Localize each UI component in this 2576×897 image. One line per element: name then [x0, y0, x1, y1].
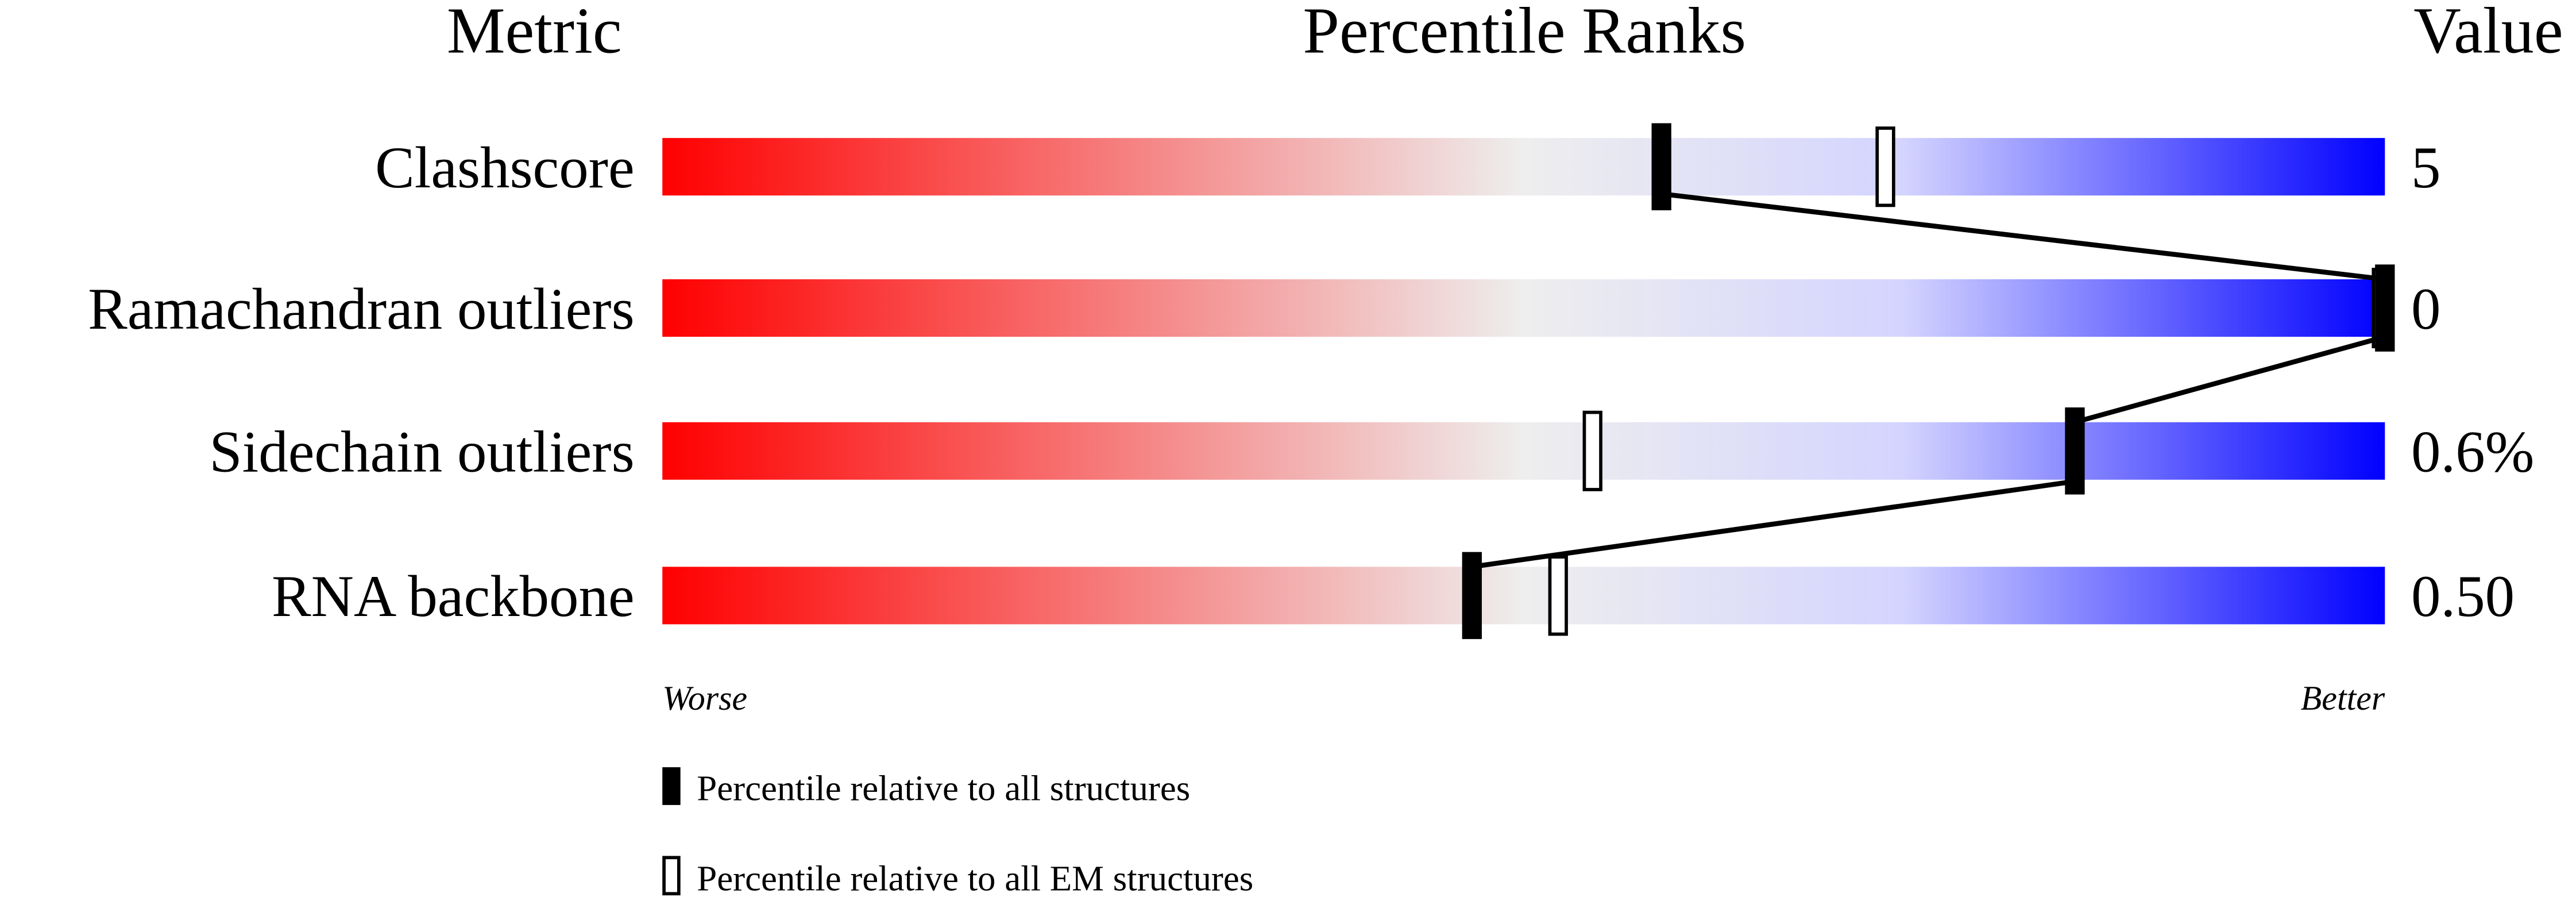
metric-value: 0.50: [2411, 564, 2515, 629]
metric-label: Ramachandran outliers: [88, 276, 635, 342]
marker-em-percentile: [1548, 555, 1568, 636]
marker-all-percentile: [1462, 552, 1482, 640]
metric-label: Sidechain outliers: [209, 419, 634, 485]
metric-value: 0.6%: [2411, 419, 2534, 485]
legend-label-all: Percentile relative to all structures: [697, 768, 1190, 808]
marker-em-percentile: [1875, 126, 1895, 207]
axis-label-better: Better: [2301, 679, 2385, 717]
metric-value: 5: [2411, 135, 2440, 201]
axis-label-worse: Worse: [662, 679, 747, 717]
percentile-bar: [662, 422, 2385, 480]
percentile-bar: [662, 279, 2385, 337]
header-metric: Metric: [447, 0, 622, 67]
metric-label: Clashscore: [375, 135, 635, 201]
metric-value: 0: [2411, 276, 2440, 342]
metric-label: RNA backbone: [272, 564, 635, 629]
legend-label-em: Percentile relative to all EM structures: [697, 858, 1253, 897]
marker-all-percentile: [2375, 264, 2395, 352]
marker-all-percentile: [1651, 123, 1671, 210]
connector-line: [1472, 191, 2388, 569]
legend-hollow-marker: [662, 856, 681, 896]
percentile-bar: [662, 138, 2385, 196]
percentile-bar: [662, 567, 2385, 625]
marker-all-percentile: [2065, 407, 2085, 495]
marker-em-percentile: [1582, 410, 1602, 491]
header-value: Value: [2413, 0, 2563, 67]
legend-filled-marker: [662, 767, 681, 805]
header-percentile-ranks: Percentile Ranks: [1303, 0, 1746, 67]
